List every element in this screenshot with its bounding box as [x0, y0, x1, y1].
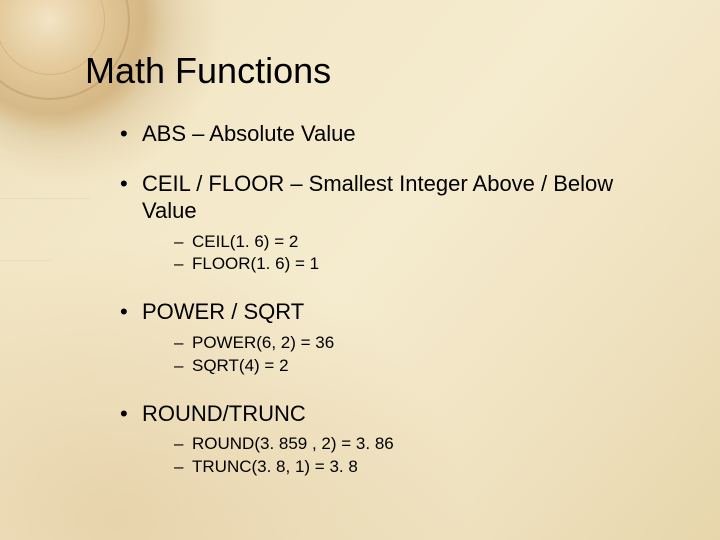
sub-bullet-list: CEIL(1. 6) = 2 FLOOR(1. 6) = 1 [142, 231, 650, 277]
bullet-text: ABS – Absolute Value [142, 121, 356, 146]
sub-bullet-text: TRUNC(3. 8, 1) = 3. 8 [192, 457, 358, 476]
slide-title: Math Functions [85, 50, 650, 92]
bullet-item: POWER / SQRT POWER(6, 2) = 36 SQRT(4) = … [120, 298, 650, 377]
sub-bullet-item: SQRT(4) = 2 [174, 355, 650, 378]
sub-bullet-text: SQRT(4) = 2 [192, 356, 289, 375]
bullet-text: CEIL / FLOOR – Smallest Integer Above / … [142, 171, 613, 224]
sub-bullet-text: FLOOR(1. 6) = 1 [192, 254, 319, 273]
sub-bullet-item: ROUND(3. 859 , 2) = 3. 86 [174, 433, 650, 456]
sub-bullet-list: ROUND(3. 859 , 2) = 3. 86 TRUNC(3. 8, 1)… [142, 433, 650, 479]
bullet-item: ABS – Absolute Value [120, 120, 650, 148]
sub-bullet-item: POWER(6, 2) = 36 [174, 332, 650, 355]
bullet-text: POWER / SQRT [142, 299, 304, 324]
sub-bullet-text: POWER(6, 2) = 36 [192, 333, 334, 352]
sub-bullet-item: CEIL(1. 6) = 2 [174, 231, 650, 254]
bullet-text: ROUND/TRUNC [142, 401, 306, 426]
bullet-list: ABS – Absolute Value CEIL / FLOOR – Smal… [85, 120, 650, 479]
sub-bullet-list: POWER(6, 2) = 36 SQRT(4) = 2 [142, 332, 650, 378]
bullet-item: CEIL / FLOOR – Smallest Integer Above / … [120, 170, 650, 277]
bullet-item: ROUND/TRUNC ROUND(3. 859 , 2) = 3. 86 TR… [120, 400, 650, 479]
sub-bullet-item: FLOOR(1. 6) = 1 [174, 253, 650, 276]
sub-bullet-text: CEIL(1. 6) = 2 [192, 232, 298, 251]
slide-content: Math Functions ABS – Absolute Value CEIL… [0, 0, 720, 540]
sub-bullet-item: TRUNC(3. 8, 1) = 3. 8 [174, 456, 650, 479]
sub-bullet-text: ROUND(3. 859 , 2) = 3. 86 [192, 434, 394, 453]
